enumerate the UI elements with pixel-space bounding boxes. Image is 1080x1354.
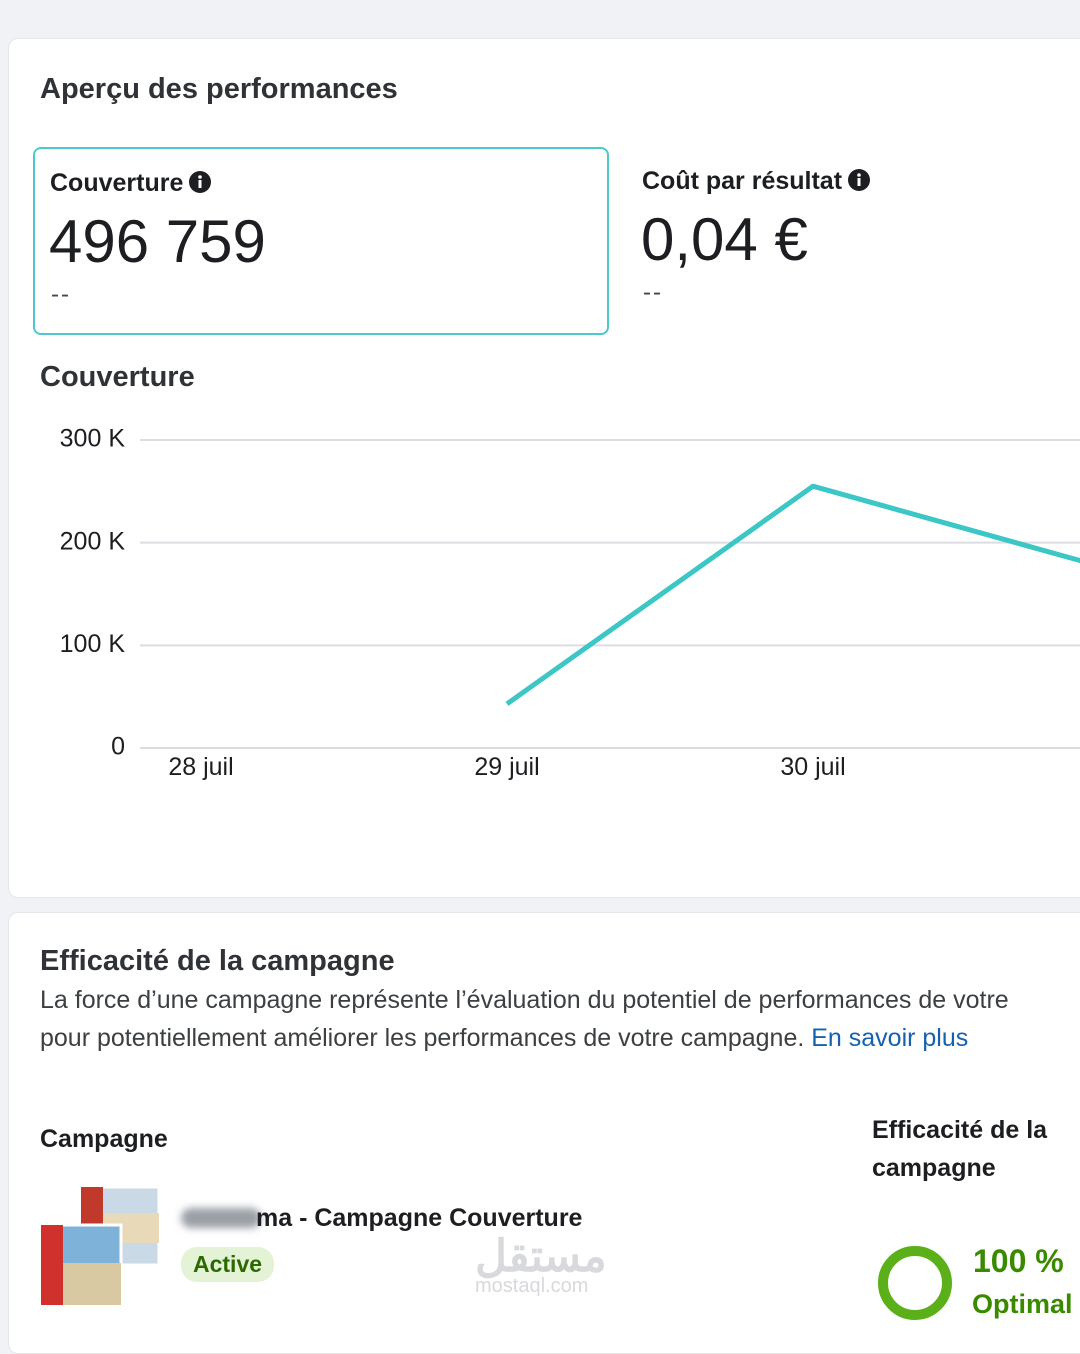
watermark: مستقل <box>475 1232 607 1281</box>
page: Aperçu des performances Couverture 496 7… <box>8 38 1080 1354</box>
metric-comparison: -- <box>51 281 71 308</box>
metric-label-text: Coût par résultat <box>642 167 843 195</box>
score: 100 % <box>973 1243 1064 1279</box>
x-tick-label: 28 juil <box>168 753 233 781</box>
learn-more-link[interactable]: En savoir plus <box>811 1024 969 1052</box>
column-header: Efficacité de la campagne <box>872 1116 1048 1182</box>
description-text: pour potentiellement améliorer les perfo… <box>40 1024 805 1052</box>
x-tick-label: 29 juil <box>474 753 539 781</box>
score-label: Optimal <box>972 1289 1073 1319</box>
x-tick-label: 30 juil <box>780 753 845 781</box>
status-badge: Active <box>181 1247 275 1282</box>
metric-label: Coût par résultat <box>642 167 871 196</box>
watermark: mostaql.com <box>475 1275 589 1297</box>
redaction <box>181 1208 261 1228</box>
section-title: Efficacité de la campagne <box>40 945 395 977</box>
metric-comparison: -- <box>643 279 663 306</box>
metric-label: Couverture <box>50 169 212 198</box>
metric-value: 0,04 € <box>641 206 808 273</box>
line-series <box>505 483 1080 706</box>
y-tick-label: 200 K <box>60 527 126 555</box>
metric-card[interactable]: Couverture 496 759 -- <box>33 147 609 335</box>
y-tick-label: 0 <box>111 733 125 761</box>
y-tick-label: 100 K <box>60 630 126 658</box>
chart: 0 100 K 200 K 300 K 28 juil 29 juil 30 juil <box>60 425 1080 781</box>
campaign-thumbnail <box>39 1185 161 1307</box>
performance-card: Aperçu des performances Couverture 496 7… <box>8 38 1080 898</box>
description: La force d’une campagne représente l’éva… <box>40 986 1009 1014</box>
section-title: Aperçu des performances <box>40 73 398 105</box>
chart-title: Couverture <box>40 361 195 393</box>
campaign-name[interactable]: ma - Campagne Couverture <box>256 1204 583 1232</box>
column-header: Campagne <box>40 1125 168 1153</box>
description: pour potentiellement améliorer les perfo… <box>40 1024 968 1053</box>
y-tick-label: 300 K <box>60 425 126 453</box>
info-icon[interactable] <box>848 169 871 191</box>
metric-value: 496 759 <box>49 208 266 275</box>
score-ring <box>878 1246 952 1320</box>
efficiency-card: Efficacité de la campagne La force d’une… <box>8 912 1080 1354</box>
metric-label-text: Couverture <box>50 169 184 197</box>
info-icon[interactable] <box>189 171 212 193</box>
